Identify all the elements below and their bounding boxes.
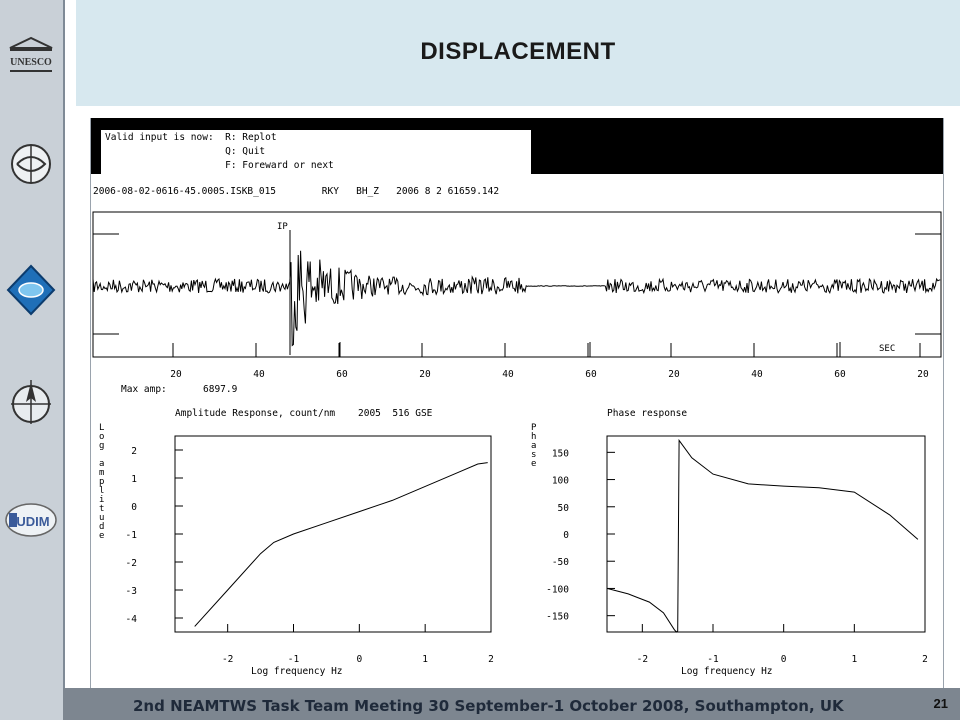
max-amp-value: 6897.9	[203, 384, 238, 395]
svg-text:UNESCO: UNESCO	[10, 57, 52, 68]
amplitude-xaxis: -2 -1 0 1 2	[222, 624, 494, 665]
amplitude-plot-frame	[174, 435, 492, 633]
ylabel-char: p	[99, 477, 104, 487]
ylabel-char: g	[99, 441, 104, 451]
amplitude-xlabel: Log frequency Hz	[251, 666, 343, 677]
ytick-label: 0	[563, 530, 569, 541]
ylabel-char: l	[99, 486, 104, 496]
ylabel-char: h	[531, 432, 536, 442]
ytick-label: -3	[126, 586, 137, 597]
phase-curve	[606, 438, 919, 633]
time-tick-label: 60	[834, 369, 846, 380]
svg-text:UDIM: UDIM	[16, 514, 49, 529]
menu-line-replot[interactable]: Valid input is now: R: Replot	[105, 132, 277, 143]
page-number: 21	[933, 696, 948, 711]
phase-yaxis: 150 100 50 0 -50 -100 -150	[546, 448, 615, 623]
ylabel-char: e	[99, 531, 104, 541]
slide-footer: 2nd NEAMTWS Task Team Meeting 30 Septemb…	[63, 688, 960, 720]
slide-header: DISPLACEMENT	[76, 0, 960, 106]
slide-sidebar: UNESCO UDIM	[0, 0, 65, 720]
slide-title: DISPLACEMENT	[420, 38, 616, 65]
ytick-label: -50	[552, 557, 569, 568]
xtick-label: -2	[222, 654, 233, 665]
time-tick-label: 40	[253, 369, 265, 380]
max-amp-label: Max amp:	[121, 384, 167, 395]
xtick-label: 2	[488, 654, 494, 665]
time-axis: 20 40 60 20 40 60 20 40 60 20	[170, 342, 929, 380]
xtick-label: -1	[288, 654, 300, 665]
ytick-label: -1	[126, 530, 138, 541]
ylabel-char: a	[531, 441, 536, 451]
ylabel-char: o	[99, 432, 104, 442]
compass-logo	[2, 374, 60, 430]
ylabel-char: m	[99, 468, 104, 478]
ytick-label: 50	[558, 503, 570, 514]
diamond-logo	[2, 262, 60, 318]
xtick-label: 1	[422, 654, 428, 665]
ylabel-char: i	[99, 495, 104, 505]
time-tick-label: 20	[419, 369, 431, 380]
sec-label: SEC	[879, 344, 895, 354]
xtick-label: 1	[851, 654, 857, 665]
amplitude-curve	[194, 462, 488, 627]
ylabel-char: e	[531, 459, 536, 469]
xtick-label: 0	[781, 654, 787, 665]
ytick-label: -100	[546, 584, 569, 595]
seismic-app-window: Valid input is now: R: Replot Q: Quit F:…	[90, 118, 944, 688]
ylabel-char: t	[99, 504, 104, 514]
ytick-label: 0	[131, 502, 137, 513]
phase-xaxis: -2 -1 0 1 2	[637, 624, 928, 665]
time-tick-label: 60	[585, 369, 597, 380]
phase-plot-frame	[606, 435, 926, 633]
ytick-label: 2	[131, 446, 137, 457]
phase-pick-label: IP	[277, 222, 288, 232]
time-tick-label: 20	[668, 369, 680, 380]
time-tick-label: 40	[751, 369, 763, 380]
ylabel-char: P	[531, 423, 537, 433]
seismic-trace	[92, 250, 941, 347]
input-prompt-box	[101, 130, 531, 174]
ylabel-char: L	[99, 423, 104, 433]
amplitude-yaxis: 2 1 0 -1 -2 -3 -4	[126, 446, 183, 625]
ytick-label: -150	[546, 612, 569, 623]
ytick-label: -4	[126, 614, 138, 625]
xtick-label: -1	[707, 654, 719, 665]
xtick-label: 2	[922, 654, 928, 665]
xtick-label: 0	[356, 654, 362, 665]
xtick-label: -2	[637, 654, 648, 665]
ioc-logo	[2, 138, 60, 190]
unesco-logo: UNESCO	[2, 32, 60, 80]
phase-xlabel: Log frequency Hz	[681, 666, 773, 677]
ylabel-char: u	[99, 513, 104, 523]
phase-title: Phase response	[607, 408, 687, 419]
trace-header: 2006-08-02-0616-45.000S.ISKB_015 RKY BH_…	[93, 186, 499, 197]
ytick-label: 150	[552, 448, 569, 459]
ytick-label: -2	[126, 558, 137, 569]
seismic-plot-canvas: Valid input is now: R: Replot Q: Quit F:…	[91, 118, 943, 677]
udim-logo: UDIM	[2, 498, 60, 542]
phase-ylabel: Phase	[531, 423, 537, 469]
ylabel-char: d	[99, 522, 104, 532]
menu-line-forward[interactable]: F: Foreward or next	[105, 160, 334, 171]
time-tick-label: 20	[170, 369, 182, 380]
ytick-label: 100	[552, 476, 569, 487]
menu-line-quit[interactable]: Q: Quit	[105, 146, 265, 157]
amplitude-title: Amplitude Response, count/nm 2005 516 GS…	[175, 408, 433, 419]
footer-text: 2nd NEAMTWS Task Team Meeting 30 Septemb…	[133, 697, 844, 715]
time-tick-label: 20	[917, 369, 929, 380]
ytick-label: 1	[131, 474, 137, 485]
time-tick-label: 60	[336, 369, 348, 380]
ylabel-char: a	[99, 459, 104, 469]
ylabel-char: s	[531, 450, 536, 460]
time-tick-label: 40	[502, 369, 514, 380]
